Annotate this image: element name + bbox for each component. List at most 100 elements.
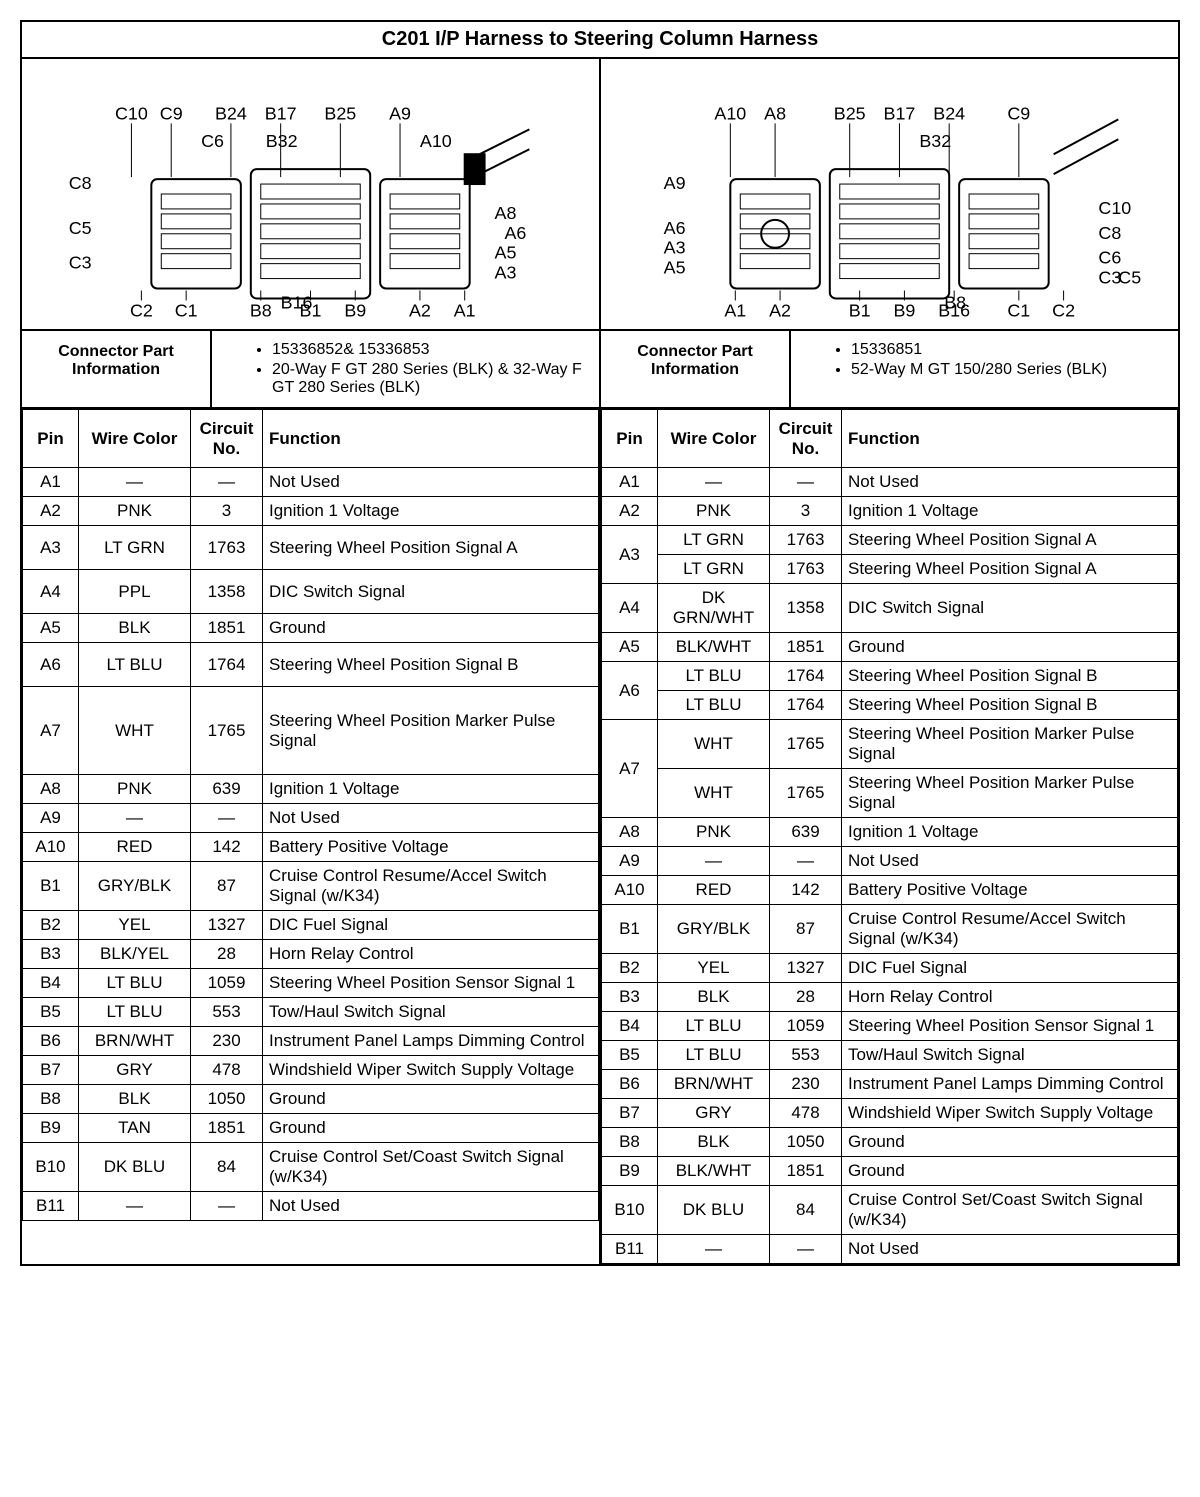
diagram-label: C5 <box>69 218 92 238</box>
diagram-label: B8 <box>250 300 272 320</box>
diagram-row: C10C9B24B17B25A9 C8C6B32A10A8A6C5A5C3A3B… <box>22 59 1178 331</box>
table-cell: BLK <box>658 983 770 1012</box>
diagram-label: C2 <box>130 300 153 320</box>
right-table-wrap: PinWire ColorCircuit No.Function A1——Not… <box>599 409 1178 1264</box>
table-cell: B8 <box>602 1128 658 1157</box>
table-cell: Steering Wheel Position Signal A <box>842 555 1178 584</box>
table-row: B1GRY/BLK87Cruise Control Resume/Accel S… <box>23 862 599 911</box>
table-row: B6BRN/WHT230Instrument Panel Lamps Dimmi… <box>602 1070 1178 1099</box>
table-row: B10DK BLU84Cruise Control Set/Coast Swit… <box>602 1186 1178 1235</box>
diagram-label: B25 <box>324 103 356 123</box>
table-cell: PPL <box>79 570 191 614</box>
table-cell: — <box>770 468 842 497</box>
table-cell: Not Used <box>263 468 599 497</box>
table-row: B3BLK28Horn Relay Control <box>602 983 1178 1012</box>
diagram-label: C10 <box>115 103 148 123</box>
table-cell: 1763 <box>770 555 842 584</box>
diagram-label: B9 <box>893 300 915 320</box>
cpi-item: 15336852& 15336853 <box>272 341 589 359</box>
cpi-right: Connector Part Information 1533685152-Wa… <box>599 331 1178 407</box>
diagram-label: A10 <box>714 103 746 123</box>
table-cell: A8 <box>602 818 658 847</box>
table-cell: DIC Fuel Signal <box>842 954 1178 983</box>
diagram-label: A6 <box>664 218 686 238</box>
table-cell: B2 <box>602 954 658 983</box>
diagram-label: C10 <box>1098 198 1131 218</box>
table-cell: 3 <box>191 497 263 526</box>
right-diagram-svg: A10A8B25B17B24C9 A9B32C10A6C8A3C6A5C3C5B… <box>601 59 1178 329</box>
left-pinout-table: PinWire ColorCircuit No.Function A1——Not… <box>22 409 599 1221</box>
table-cell: A9 <box>602 847 658 876</box>
table-row: A3LT GRN1763Steering Wheel Position Sign… <box>602 526 1178 555</box>
table-cell: Instrument Panel Lamps Dimming Control <box>842 1070 1178 1099</box>
table-cell: GRY/BLK <box>658 905 770 954</box>
table-cell: Not Used <box>842 468 1178 497</box>
cpi-left: Connector Part Information 15336852& 153… <box>22 331 599 407</box>
table-cell: B10 <box>602 1186 658 1235</box>
table-cell: — <box>191 1192 263 1221</box>
table-cell: Ground <box>263 614 599 643</box>
table-cell: Tow/Haul Switch Signal <box>842 1041 1178 1070</box>
table-cell: GRY/BLK <box>79 862 191 911</box>
table-cell: PNK <box>658 818 770 847</box>
table-cell: BLK <box>79 614 191 643</box>
table-row: B4LT BLU1059Steering Wheel Position Sens… <box>602 1012 1178 1041</box>
table-cell: YEL <box>658 954 770 983</box>
table-cell: A6 <box>23 643 79 687</box>
table-row: B5LT BLU553Tow/Haul Switch Signal <box>23 998 599 1027</box>
table-row: B9TAN1851Ground <box>23 1114 599 1143</box>
table-row: LT BLU1764Steering Wheel Position Signal… <box>602 691 1178 720</box>
table-cell: GRY <box>658 1099 770 1128</box>
table-cell: PNK <box>79 497 191 526</box>
table-cell: Windshield Wiper Switch Supply Voltage <box>263 1056 599 1085</box>
table-cell: 1765 <box>191 687 263 775</box>
diagram-label: A2 <box>409 300 431 320</box>
table-cell: LT BLU <box>658 662 770 691</box>
diagram-label: B25 <box>834 103 866 123</box>
diagram-label: B17 <box>884 103 916 123</box>
table-row: A4DK GRN/WHT1358DIC Switch Signal <box>602 584 1178 633</box>
cpi-left-label: Connector Part Information <box>22 331 212 407</box>
table-cell: Ignition 1 Voltage <box>263 775 599 804</box>
diagram-label: C9 <box>1007 103 1030 123</box>
table-cell: RED <box>79 833 191 862</box>
table-cell: — <box>79 1192 191 1221</box>
table-row: B2YEL1327DIC Fuel Signal <box>602 954 1178 983</box>
table-row: B10DK BLU84Cruise Control Set/Coast Swit… <box>23 1143 599 1192</box>
table-cell: B5 <box>602 1041 658 1070</box>
table-cell: 478 <box>191 1056 263 1085</box>
cpi-right-info: 1533685152-Way M GT 150/280 Series (BLK) <box>791 331 1178 407</box>
table-cell: LT BLU <box>79 998 191 1027</box>
diagram-label: A9 <box>389 103 411 123</box>
cpi-item: 20-Way F GT 280 Series (BLK) & 32-Way F … <box>272 361 589 397</box>
diagram-label: A8 <box>764 103 786 123</box>
table-cell: Battery Positive Voltage <box>263 833 599 862</box>
diagram-label: B32 <box>266 131 298 151</box>
table-row: A3LT GRN1763Steering Wheel Position Sign… <box>23 526 599 570</box>
table-cell: Cruise Control Resume/Accel Switch Signa… <box>842 905 1178 954</box>
table-cell: B3 <box>23 940 79 969</box>
table-cell: 639 <box>191 775 263 804</box>
table-row: B3BLK/YEL28Horn Relay Control <box>23 940 599 969</box>
column-header: Wire Color <box>79 410 191 468</box>
table-cell: B9 <box>23 1114 79 1143</box>
table-cell: DK BLU <box>79 1143 191 1192</box>
table-cell: A2 <box>23 497 79 526</box>
table-cell: Steering Wheel Position Sensor Signal 1 <box>263 969 599 998</box>
diagram-label: C6 <box>1098 248 1121 268</box>
table-cell: Not Used <box>263 1192 599 1221</box>
diagram-label: A3 <box>495 263 517 283</box>
page: C201 I/P Harness to Steering Column Harn… <box>20 20 1180 1266</box>
table-cell: B5 <box>23 998 79 1027</box>
table-cell: 1764 <box>770 662 842 691</box>
table-cell: LT GRN <box>658 526 770 555</box>
diagram-label: A6 <box>504 223 526 243</box>
diagram-label: A10 <box>420 131 452 151</box>
table-cell: Tow/Haul Switch Signal <box>263 998 599 1027</box>
table-cell: 1327 <box>191 911 263 940</box>
table-cell: A2 <box>602 497 658 526</box>
table-cell: A7 <box>602 720 658 818</box>
table-cell: BRN/WHT <box>79 1027 191 1056</box>
table-cell: TAN <box>79 1114 191 1143</box>
diagram-label: C8 <box>69 173 92 193</box>
